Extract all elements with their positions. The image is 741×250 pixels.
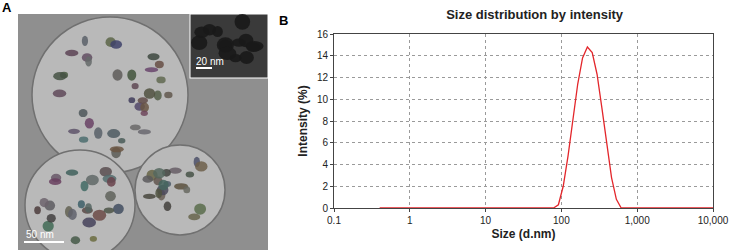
svg-text:6: 6 [322, 137, 328, 148]
svg-text:10: 10 [317, 94, 329, 105]
svg-text:4: 4 [322, 159, 328, 170]
svg-text:50 nm: 50 nm [26, 229, 54, 240]
svg-text:Size (d.nm): Size (d.nm) [491, 227, 555, 241]
svg-text:16: 16 [317, 29, 329, 40]
svg-text:Size distribution by intensity: Size distribution by intensity [446, 7, 624, 22]
svg-text:0.1: 0.1 [327, 215, 341, 226]
svg-text:A: A [2, 0, 12, 15]
svg-text:14: 14 [317, 50, 329, 61]
svg-text:1,000: 1,000 [625, 215, 650, 226]
svg-text:12: 12 [317, 72, 329, 83]
svg-text:10: 10 [480, 215, 492, 226]
svg-text:B: B [279, 13, 288, 28]
svg-text:8: 8 [322, 116, 328, 127]
svg-text:20 nm: 20 nm [196, 56, 224, 67]
svg-text:1: 1 [407, 215, 413, 226]
svg-text:0: 0 [322, 203, 328, 214]
svg-text:100: 100 [553, 215, 570, 226]
svg-text:Intensity (%): Intensity (%) [296, 85, 310, 156]
svg-text:10,000: 10,000 [698, 215, 729, 226]
svg-text:2: 2 [322, 181, 328, 192]
